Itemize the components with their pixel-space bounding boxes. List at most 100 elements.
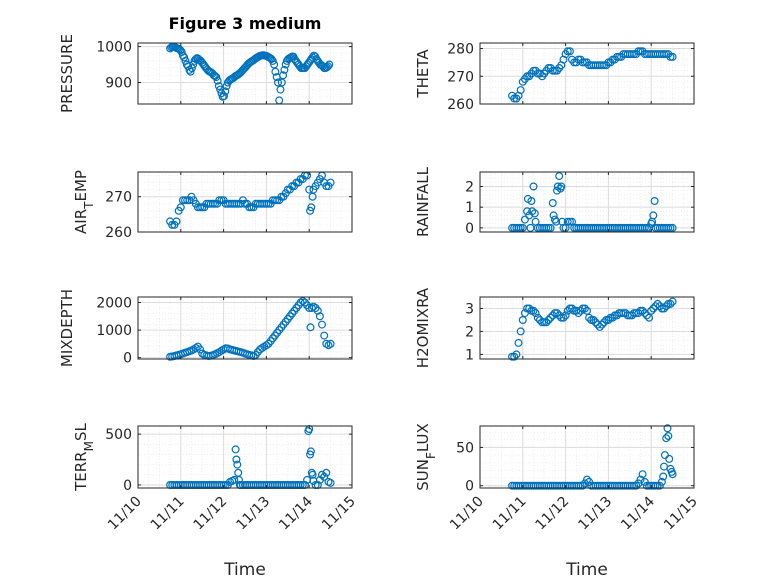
data-point (574, 309, 583, 318)
data-point (214, 82, 223, 91)
data-point (232, 455, 241, 464)
subplot-h2omixra: 1 2 3 H2OMIXRA (414, 287, 695, 368)
data-point (262, 341, 271, 350)
data-point (563, 47, 572, 56)
axes-box (137, 42, 353, 105)
data-point (309, 302, 318, 311)
x-tick-label: 11/11 (490, 494, 530, 534)
y-tick-label: 0 (465, 479, 474, 495)
data-point (529, 306, 538, 315)
data-point (659, 472, 668, 481)
x-tick-label: 11/15 (661, 494, 701, 534)
y-tick-label: 0 (123, 478, 132, 494)
y-axis-label: AIRTEMP (72, 170, 96, 234)
data-point (279, 71, 288, 80)
data-point (546, 313, 555, 322)
data-point (668, 297, 677, 306)
data-point (600, 318, 609, 327)
y-tick-label: 0 (465, 221, 474, 237)
data-point (216, 85, 225, 94)
data-point (595, 322, 604, 331)
data-point (642, 311, 651, 320)
data-point (666, 299, 675, 308)
data-point (565, 47, 574, 56)
axes-box (137, 296, 353, 360)
data-point (268, 56, 277, 65)
data-point (221, 87, 230, 96)
data-point (271, 67, 280, 76)
data-point (326, 178, 335, 187)
data-point (548, 199, 557, 208)
data-point (561, 311, 570, 320)
subplot-rainfall: 0 1 2 RAINFALL (414, 166, 695, 237)
subplot-air-temp: 260 270 AIRTEMP (72, 170, 353, 241)
data-point (664, 432, 673, 441)
data-point (557, 313, 566, 322)
data-point (233, 460, 242, 469)
data-point (552, 217, 561, 226)
x-tick-label: 11/10 (105, 494, 145, 534)
data-point (659, 462, 668, 471)
data-point (668, 52, 677, 61)
data-point (196, 345, 205, 354)
data-point (187, 64, 196, 73)
y-tick-label: 1 (465, 200, 474, 216)
data-point (172, 217, 181, 226)
data-points (508, 47, 677, 103)
data-point (523, 207, 532, 216)
data-point (552, 309, 561, 318)
data-point (665, 454, 674, 463)
data-point (514, 223, 523, 232)
data-point (642, 223, 651, 232)
data-point (542, 318, 551, 327)
data-point (638, 470, 647, 479)
x-tick-label: 11/15 (319, 494, 359, 534)
data-point (544, 316, 553, 325)
data-point (213, 76, 222, 85)
data-point (647, 306, 656, 315)
data-point (597, 320, 606, 329)
data-point (657, 477, 666, 486)
axes-box (137, 425, 353, 489)
data-point (220, 92, 229, 101)
data-point (230, 475, 239, 484)
data-point (664, 223, 673, 232)
figure-title: Figure 3 medium (169, 14, 322, 33)
y-tick-label: 270 (447, 69, 474, 85)
data-point (582, 475, 591, 484)
data-point (580, 304, 589, 313)
data-point (663, 424, 672, 433)
y-tick-label: 500 (105, 427, 132, 443)
data-point (531, 309, 540, 318)
data-point (653, 299, 662, 308)
data-point (306, 206, 315, 215)
data-point (542, 223, 551, 232)
y-tick-label: 2000 (96, 296, 132, 312)
data-point (516, 327, 525, 336)
data-point (659, 304, 668, 313)
data-point (578, 58, 587, 67)
y-axis-label: RAINFALL (414, 166, 432, 237)
y-axis-label: PRESSURE (58, 34, 76, 113)
data-point (308, 470, 317, 479)
y-tick-label: 2 (465, 179, 474, 195)
x-tick-label: 11/13 (575, 494, 615, 534)
x-tick-label: 11/12 (533, 494, 573, 534)
data-point (604, 316, 613, 325)
data-point (326, 478, 335, 487)
data-point (664, 299, 673, 308)
data-point (638, 306, 647, 315)
data-point (557, 182, 566, 191)
data-point (512, 350, 521, 359)
data-point (563, 217, 572, 226)
data-point (649, 211, 658, 220)
data-point (645, 313, 654, 322)
data-point (582, 306, 591, 315)
data-point (306, 323, 315, 332)
y-axis-label: SUNFLUX (414, 423, 438, 491)
data-point (636, 475, 645, 484)
data-point (514, 338, 523, 347)
x-axis-label: Time (223, 560, 266, 580)
